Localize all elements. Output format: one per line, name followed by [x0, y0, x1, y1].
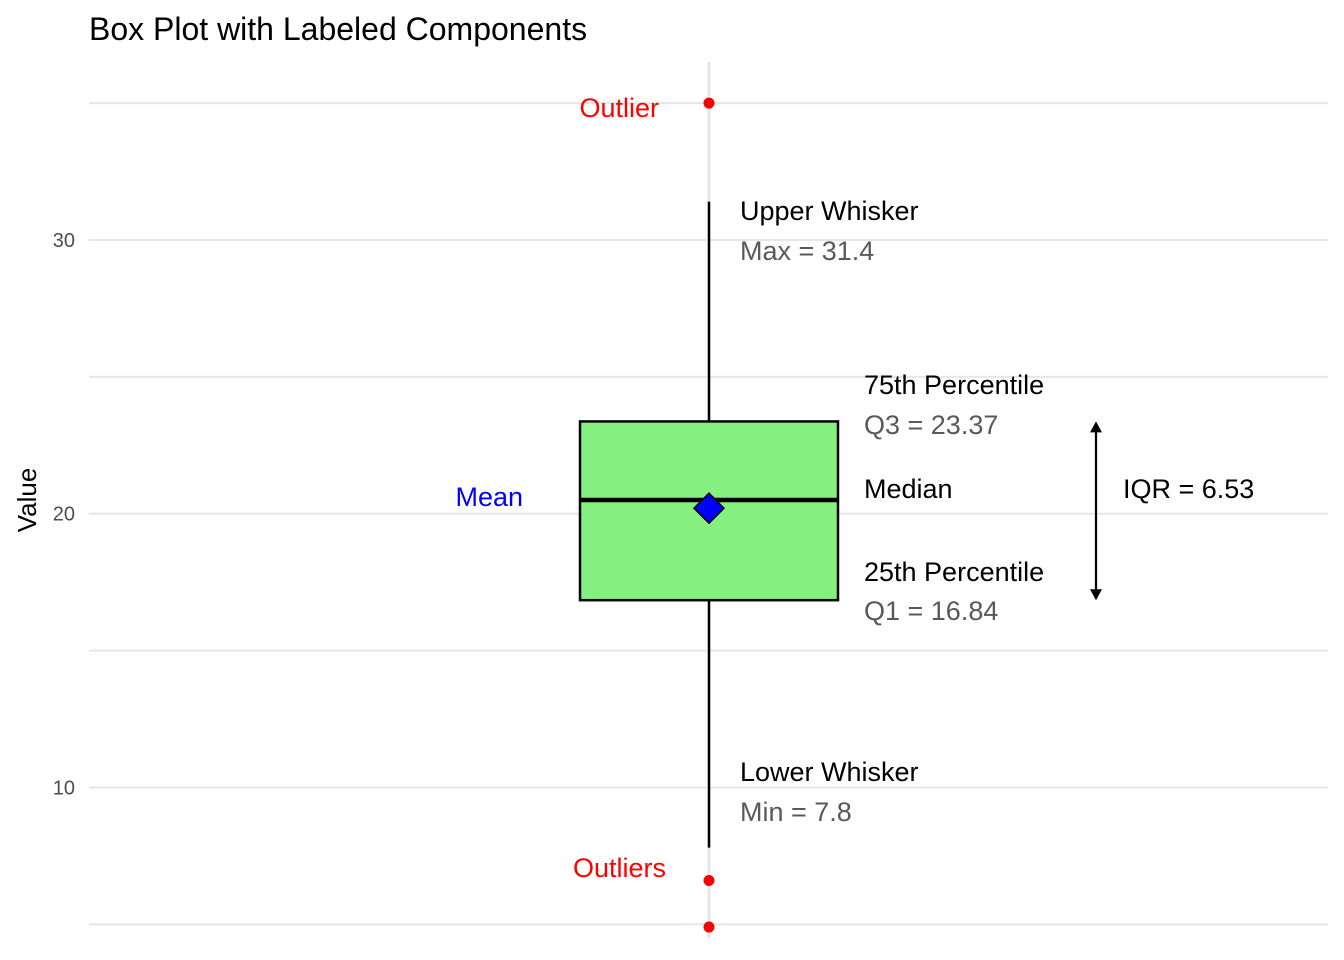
mark-layer: [578, 97, 1102, 933]
q3-label: Q3 = 23.37: [864, 410, 998, 440]
iqr-arrow-head-bottom: [1090, 589, 1102, 601]
y-tick-label: 20: [53, 504, 75, 526]
upper-whisker-label: Upper Whisker: [740, 196, 919, 226]
outlier-label: Outlier: [579, 93, 659, 123]
q3-title: 75th Percentile: [864, 370, 1044, 400]
mean-label: Mean: [455, 482, 523, 512]
outliers-label: Outliers: [573, 853, 666, 883]
q1-label: Q1 = 16.84: [864, 596, 998, 626]
y-tick-label: 10: [53, 777, 75, 799]
max-label: Max = 31.4: [740, 236, 874, 266]
y-tick-label: 30: [53, 230, 75, 252]
q1-title: 25th Percentile: [864, 557, 1044, 587]
y-axis-title: Value: [12, 468, 42, 533]
iqr-label: IQR = 6.53: [1123, 474, 1254, 504]
outlier-point: [703, 875, 715, 887]
text-layer: Box Plot with Labeled Components Value 1…: [12, 11, 1254, 883]
lower-whisker-label: Lower Whisker: [740, 757, 919, 787]
chart-title: Box Plot with Labeled Components: [89, 11, 587, 47]
outlier-point: [703, 97, 715, 109]
min-label: Min = 7.8: [740, 797, 852, 827]
median-label: Median: [864, 474, 953, 504]
outlier-point: [703, 921, 715, 933]
mean-marker: [692, 492, 726, 525]
iqr-arrow-head-top: [1090, 421, 1102, 433]
